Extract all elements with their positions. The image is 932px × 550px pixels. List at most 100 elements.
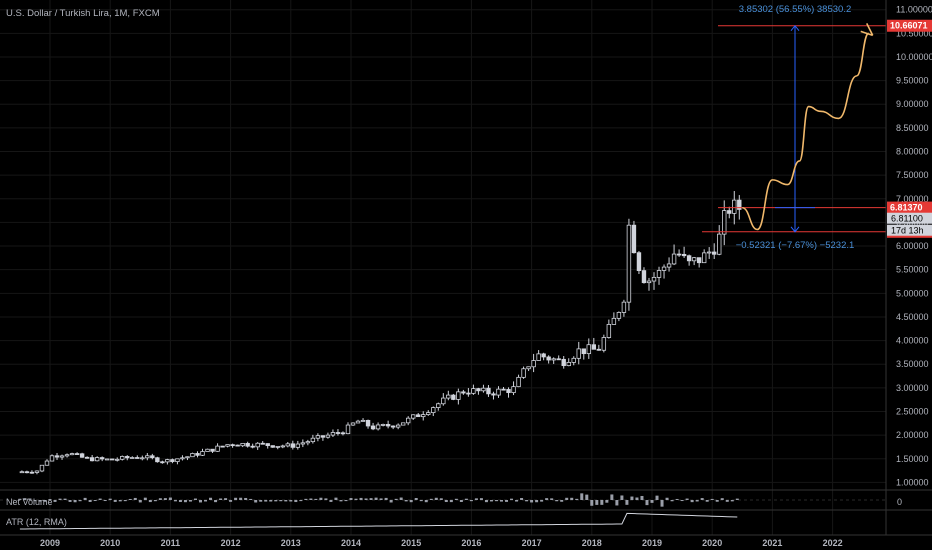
- candle-body: [320, 435, 326, 438]
- atr-label: ATR (12, RMA): [6, 517, 67, 527]
- candle-body: [626, 224, 632, 303]
- volume-bar: [525, 500, 529, 502]
- candle-body: [656, 270, 662, 278]
- volume-bar: [83, 497, 87, 500]
- volume-bar: [530, 500, 534, 503]
- volume-bar: [334, 497, 338, 500]
- candle-body: [350, 422, 356, 426]
- candle-body: [290, 443, 296, 448]
- candle-body: [49, 455, 55, 462]
- volume-bar: [103, 500, 107, 502]
- symbol-title: U.S. Dollar / Turkish Lira, 1M, FXCM: [6, 8, 160, 19]
- measure-up-label: 3.85302 (56.55%) 38530.2: [739, 4, 852, 15]
- volume-bar: [58, 498, 62, 500]
- candle-body: [104, 458, 110, 461]
- candle-body: [471, 388, 476, 394]
- volume-bar: [28, 498, 32, 500]
- volume-bar: [324, 498, 328, 500]
- candle-body: [300, 442, 306, 445]
- time-tick-label: 2015: [401, 538, 421, 548]
- volume-bar: [580, 493, 584, 500]
- volume-bar: [730, 500, 734, 502]
- candle-body: [416, 414, 421, 418]
- volume-bar: [545, 498, 549, 500]
- candle-body: [175, 458, 180, 463]
- candle-body: [501, 388, 506, 391]
- volume-bar: [500, 500, 503, 502]
- volume-scale-zero: 0: [897, 497, 902, 507]
- volume-bar: [449, 500, 453, 503]
- volume-bar: [38, 500, 42, 502]
- price-tick-label: 10.00000: [896, 52, 932, 62]
- volume-bar: [690, 500, 694, 503]
- candle-body: [215, 445, 220, 452]
- volume-bar: [178, 500, 182, 503]
- volume-bar: [404, 500, 408, 502]
- price-axis[interactable]: 1.00000 1.50000 2.00000 2.50000 3.00000 3.500…: [885, 0, 932, 535]
- volume-bar: [279, 500, 283, 502]
- time-tick-label: 2014: [341, 538, 361, 548]
- price-tick-label: 6.00000: [896, 241, 929, 251]
- volume-bar: [48, 498, 52, 500]
- price-tick-label: 1.50000: [896, 454, 929, 464]
- candle-body: [270, 445, 275, 448]
- volume-bar: [224, 498, 228, 500]
- candle-body: [180, 457, 185, 460]
- candle-body: [185, 456, 190, 459]
- time-tick-label: 2021: [762, 538, 782, 548]
- candle-body: [305, 441, 311, 444]
- candle-body: [546, 356, 551, 361]
- candle-body: [235, 444, 240, 447]
- projection-curve[interactable]: [742, 32, 870, 231]
- volume-bar: [735, 498, 739, 500]
- volume-bar: [274, 500, 278, 502]
- candle-body: [456, 391, 461, 400]
- volume-bar: [199, 500, 202, 503]
- time-axis[interactable]: 2009 2010 2011 2012 2013 2014 2015 2016 2017 2018…: [0, 534, 932, 548]
- volume-bar: [88, 500, 92, 502]
- volume-bar: [369, 498, 373, 500]
- volume-bar: [33, 500, 37, 502]
- volume-bar: [53, 500, 57, 502]
- volume-bar: [605, 500, 609, 503]
- volume-bar: [389, 500, 393, 503]
- volume-bar: [329, 500, 333, 502]
- candle-body: [115, 458, 120, 461]
- volume-bar: [239, 497, 243, 500]
- candle-body: [395, 424, 401, 428]
- volume-bar: [409, 500, 413, 503]
- time-tick-label: 2020: [702, 538, 722, 548]
- volume-bar: [364, 498, 368, 500]
- candle-body: [190, 453, 195, 458]
- candle-body: [260, 442, 265, 445]
- candle-body: [315, 435, 321, 439]
- price-tick-label: 5.50000: [896, 265, 929, 275]
- volume-bar: [399, 497, 403, 500]
- candle-body: [571, 357, 576, 363]
- candle-body: [616, 312, 622, 319]
- candle-body: [566, 361, 571, 367]
- candle-body: [666, 263, 672, 268]
- volume-bar: [113, 500, 117, 502]
- atr-pane: [0, 509, 932, 530]
- time-tick-label: 2016: [461, 538, 481, 548]
- candle-body: [611, 317, 617, 325]
- volume-bar: [294, 500, 298, 503]
- candle-body: [335, 432, 341, 434]
- candle-body: [345, 424, 351, 435]
- candle-body: [64, 454, 70, 457]
- price-tick-label: 5.00000: [896, 288, 929, 298]
- volume-bar: [510, 498, 514, 500]
- volume-bar: [675, 498, 679, 500]
- volume-bar: [660, 500, 664, 507]
- volume-bar: [625, 500, 629, 505]
- candle-body: [436, 403, 441, 408]
- volume-bar: [128, 498, 132, 500]
- candle-body: [691, 257, 697, 262]
- volume-bar: [595, 500, 599, 505]
- candle-body: [451, 394, 456, 400]
- candle-body: [390, 425, 396, 428]
- candle-body: [461, 391, 466, 394]
- candle-body: [531, 360, 536, 368]
